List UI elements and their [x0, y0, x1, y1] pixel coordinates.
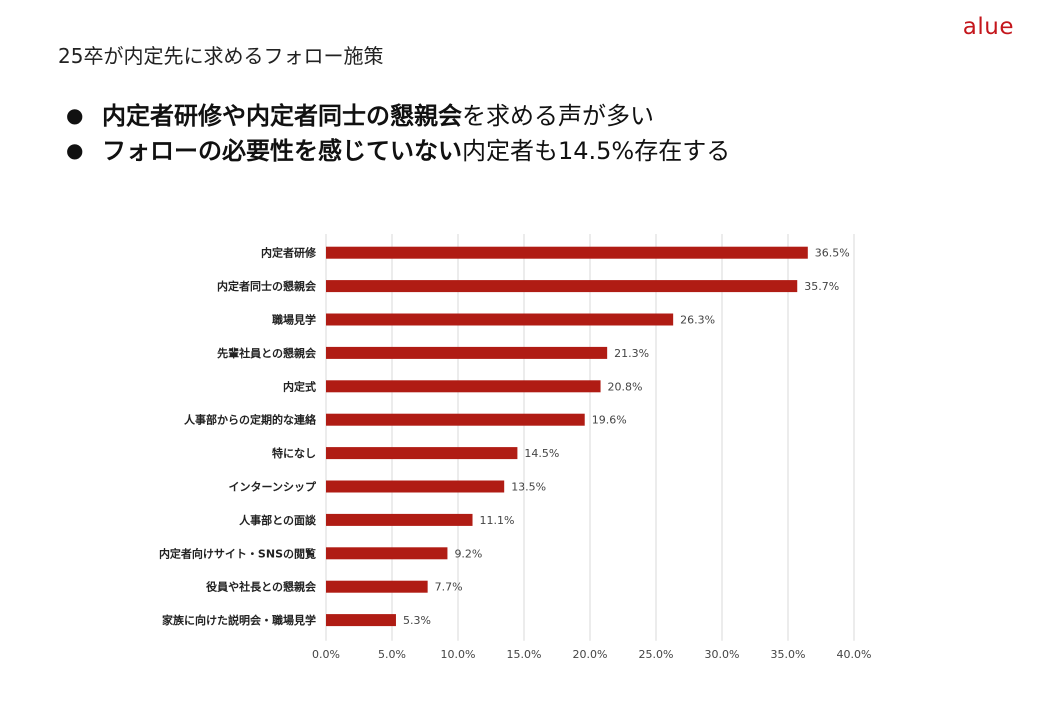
bar — [326, 480, 505, 493]
bar-value-label: 13.5% — [511, 481, 546, 494]
chart-category-labels: 内定者研修内定者同士の懇親会職場見学先輩社員との懇親会内定式人事部からの定期的な… — [159, 246, 317, 627]
bullet-dot-icon: ● — [66, 103, 84, 127]
x-tick-label: 20.0% — [573, 648, 608, 661]
bar — [326, 513, 473, 526]
bar — [326, 614, 396, 627]
bullet-text: 内定者も14.5%存在する — [462, 137, 731, 165]
bar-value-label: 35.7% — [804, 280, 839, 293]
bar-value-label: 20.8% — [608, 380, 643, 393]
x-tick-label: 10.0% — [441, 648, 476, 661]
x-tick-label: 30.0% — [705, 648, 740, 661]
bar-value-label: 14.5% — [524, 447, 559, 460]
x-tick-label: 35.0% — [771, 648, 806, 661]
category-label: 家族に向けた説明会・職場見学 — [162, 613, 316, 627]
bar — [326, 313, 674, 326]
category-label: 先輩社員との懇親会 — [217, 346, 317, 360]
chart-gridlines — [325, 234, 855, 641]
bar — [326, 413, 585, 426]
bar — [326, 447, 518, 460]
bar-value-label: 19.6% — [592, 414, 627, 427]
category-label: 特になし — [272, 446, 316, 460]
bar-value-label: 11.1% — [480, 514, 515, 527]
category-label: インターンシップ — [229, 480, 317, 494]
category-label: 内定式 — [283, 379, 316, 393]
bar — [326, 280, 798, 293]
chart-x-axis-ticks: 0.0% 5.0% 10.0% 15.0% 20.0% 25.0% 30.0% 35.0% 40… — [312, 648, 871, 661]
bar-chart: 内定者研修内定者同士の懇親会職場見学先輩社員との懇親会内定式人事部からの定期的な… — [159, 234, 871, 661]
bar — [326, 246, 808, 259]
bar — [326, 380, 601, 393]
bar — [326, 580, 428, 593]
category-label: 内定者同士の懇親会 — [217, 279, 317, 293]
category-label: 役員や社長との懇親会 — [205, 580, 317, 594]
bullet-list: ● 内定者研修や内定者同士の懇親会を求める声が多い ● フォローの必要性を感じていな… — [66, 98, 730, 168]
chart-value-labels: 36.5% 35.7% 26.3% 21.3% 20.8% 19.6% 14.5% 13.5%… — [403, 247, 850, 627]
bar-value-label: 36.5% — [815, 247, 850, 260]
bullet-bold-text: 内定者研修や内定者同士の懇親会 — [102, 102, 462, 130]
x-tick-label: 0.0% — [312, 648, 340, 661]
chart-bars — [326, 246, 808, 627]
bullet-item: ● 内定者研修や内定者同士の懇親会を求める声が多い — [66, 98, 730, 133]
bullet-dot-icon: ● — [66, 138, 84, 162]
bar-value-label: 21.3% — [614, 347, 649, 360]
category-label: 職場見学 — [272, 313, 316, 327]
x-tick-label: 5.0% — [378, 648, 406, 661]
bar-value-label: 7.7% — [435, 581, 463, 594]
x-tick-label: 15.0% — [507, 648, 542, 661]
bar-value-label: 26.3% — [680, 314, 715, 327]
category-label: 人事部からの定期的な連絡 — [184, 413, 317, 427]
bullet-item: ● フォローの必要性を感じていない内定者も14.5%存在する — [66, 133, 730, 168]
slide-title: 25卒が内定先に求めるフォロー施策 — [58, 44, 384, 68]
bar — [326, 346, 608, 359]
bar-value-label: 5.3% — [403, 614, 431, 627]
bar — [326, 547, 448, 560]
bullet-bold-text: フォローの必要性を感じていない — [102, 137, 462, 165]
category-label: 内定者向けサイト・SNSの閲覧 — [159, 546, 316, 560]
x-tick-label: 40.0% — [837, 648, 872, 661]
category-label: 内定者研修 — [261, 246, 317, 260]
bullet-text: を求める声が多い — [462, 102, 654, 130]
x-tick-label: 25.0% — [639, 648, 674, 661]
bar-value-label: 9.2% — [454, 547, 482, 560]
brand-logo: alue — [962, 14, 1014, 40]
category-label: 人事部との面談 — [239, 513, 317, 527]
